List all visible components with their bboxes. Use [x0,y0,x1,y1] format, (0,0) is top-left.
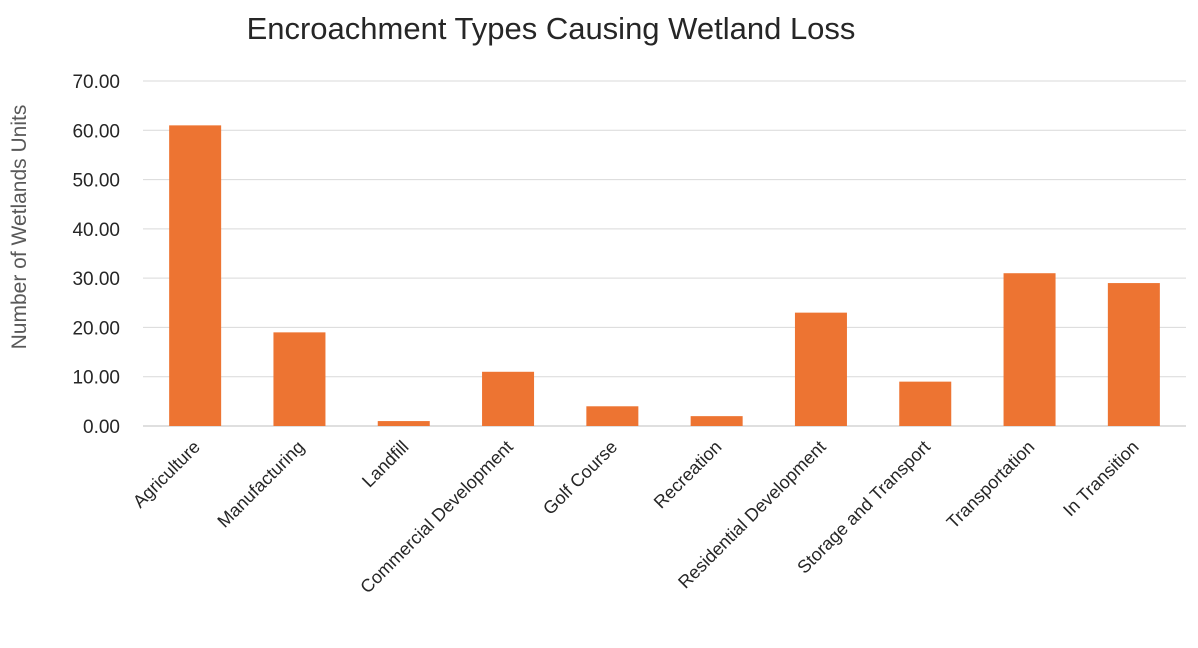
y-tick-label: 0.00 [83,417,120,438]
x-tick-label: Golf Course [539,437,621,519]
x-tick-label: Manufacturing [213,437,308,532]
bar-golf-course [586,406,639,426]
y-tick-label: 30.00 [72,269,120,290]
y-tick-label: 40.00 [72,220,120,241]
bar-in-transition [1107,283,1160,426]
bars [169,125,1160,426]
bar-landfill [377,421,430,426]
bar-recreation [690,416,743,426]
bar-residential-development [794,312,847,426]
x-tick-labels: Agriculture Manufacturing LandfillCommerci… [129,437,1143,598]
bar-commercial-development [482,371,535,426]
x-tick-label: Transportation [943,437,1039,533]
x-tick-label: Agriculture [129,437,204,512]
x-tick-label: Landfill [358,437,412,491]
bar-storage-and-transport [899,381,952,426]
bar-manufacturing [273,332,326,426]
y-tick-label: 50.00 [72,171,120,192]
y-tick-label: 60.00 [72,121,120,142]
y-tick-label: 10.00 [72,368,120,389]
y-tick-labels: 0.00 10.00 20.00 30.00 40.00 50.00 60.00 70.00 [72,72,120,438]
bar-transportation [1003,273,1056,426]
y-tick-label: 20.00 [72,318,120,339]
bar-agriculture [169,125,222,426]
y-axis-label: Number of Wetlands Units [8,105,31,350]
x-tick-label: In Transition [1059,437,1142,520]
y-tick-label: 70.00 [72,72,120,93]
x-tick-label: Recreation [650,437,726,513]
chart-title: Encroachment Types Causing Wetland Loss [247,11,856,46]
